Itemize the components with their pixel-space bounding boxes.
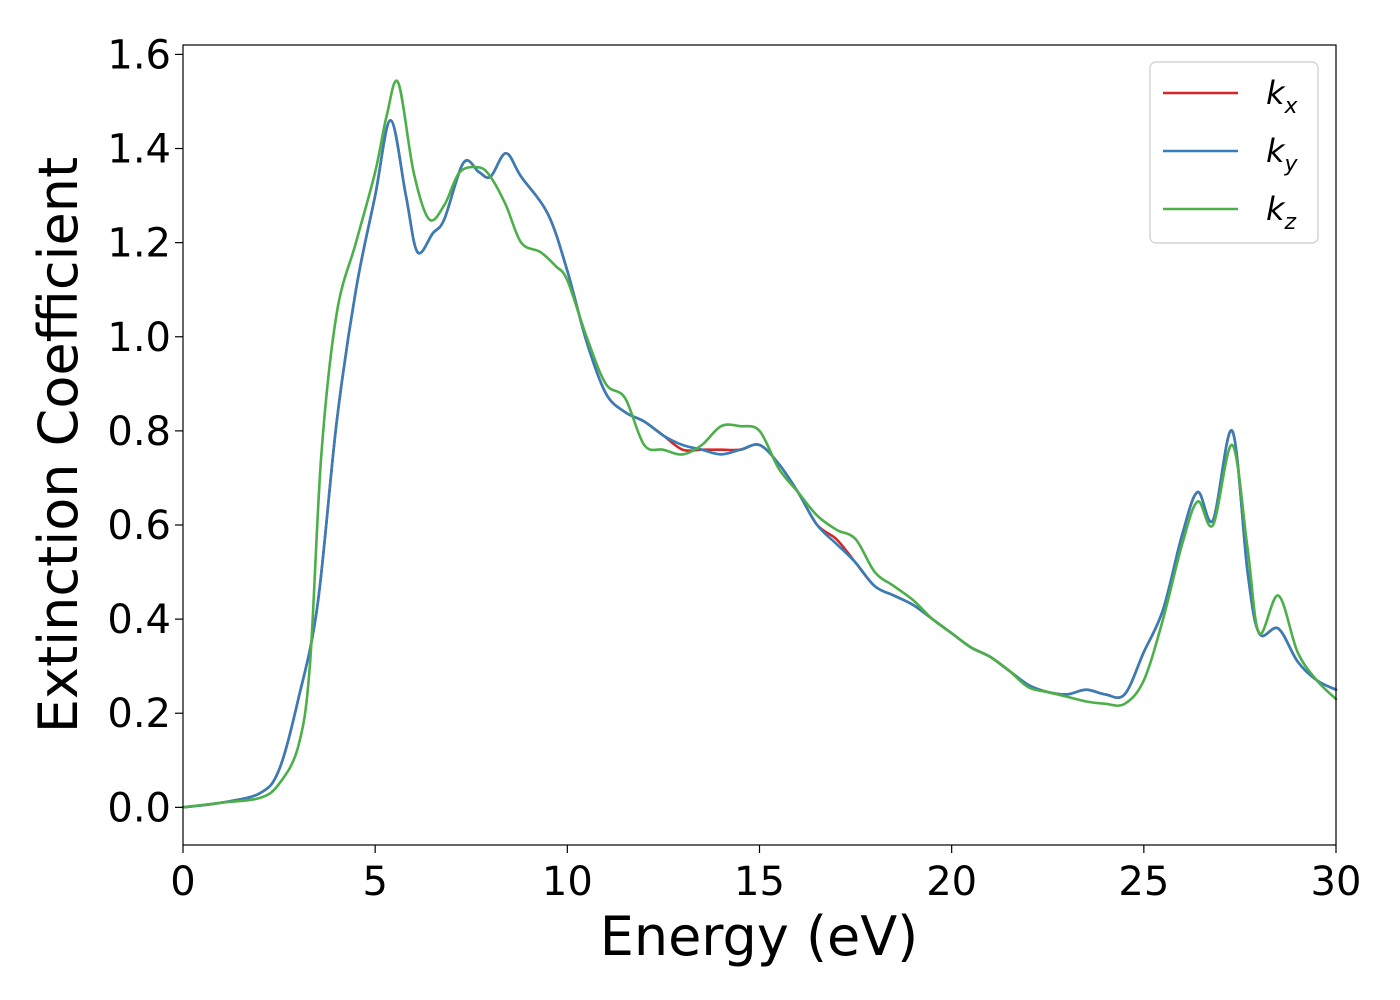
legend-label-subscript: z <box>1284 210 1297 235</box>
legend-label-kz: kz <box>1266 190 1297 235</box>
y-tick-label: 0.8 <box>107 409 171 455</box>
series-line-ky <box>181 118 1338 809</box>
legend-label-kx: kx <box>1266 74 1299 119</box>
y-tick-label: 0.2 <box>107 691 171 737</box>
x-tick-label: 0 <box>170 859 195 905</box>
legend-label-base: k <box>1266 74 1286 112</box>
x-tick-label: 10 <box>542 859 593 905</box>
y-tick-label: 0.4 <box>107 597 171 643</box>
x-tick-label: 20 <box>926 859 977 905</box>
x-tick-label: 15 <box>734 859 785 905</box>
x-axis-label: Energy (eV) <box>600 905 919 968</box>
y-axis: 0.0 0.2 0.4 0.6 0.8 1.0 1.2 1.4 1.6 <box>107 32 183 831</box>
x-tick-label: 25 <box>1118 859 1169 905</box>
y-tick-label: 0.6 <box>107 503 171 549</box>
legend-label-ky: ky <box>1266 132 1299 177</box>
x-axis: 0 5 10 15 20 25 30 <box>170 845 1361 905</box>
y-tick-label: 1.6 <box>107 32 171 78</box>
series-line-kz <box>181 79 1338 809</box>
legend-label-subscript: x <box>1284 94 1299 119</box>
y-tick-label: 0.0 <box>107 785 171 831</box>
legend-label-base: k <box>1266 132 1286 170</box>
x-tick-label: 5 <box>362 859 387 905</box>
y-tick-label: 1.4 <box>107 127 171 173</box>
legend-label-subscript: y <box>1284 152 1299 177</box>
y-tick-label: 1.2 <box>107 221 171 267</box>
y-axis-label: Extinction Coefficient <box>27 157 90 733</box>
legend-label-base: k <box>1266 190 1286 228</box>
series-layer <box>181 79 1338 809</box>
x-tick-label: 30 <box>1311 859 1362 905</box>
legend-box <box>1149 61 1319 244</box>
y-tick-label: 1.0 <box>107 315 171 361</box>
